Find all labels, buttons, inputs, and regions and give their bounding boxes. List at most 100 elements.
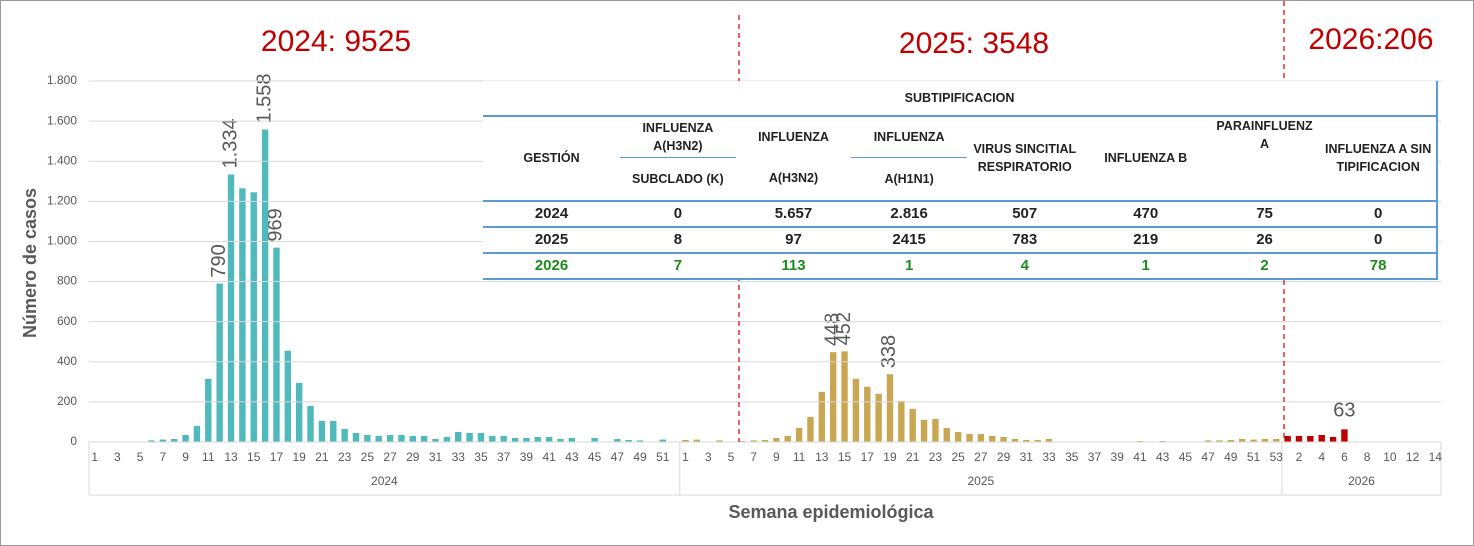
- bar: [784, 435, 791, 442]
- bar: [795, 427, 803, 442]
- bar: [568, 437, 576, 442]
- annotation: 2025: 3548: [899, 27, 1049, 60]
- y-tick-label: 1.000: [47, 234, 77, 248]
- annotation: 2024: 9525: [261, 25, 411, 58]
- bar: [386, 434, 394, 442]
- header-cell: SUBCLADO (K): [632, 171, 724, 186]
- x-tick-label: 12: [1406, 450, 1420, 464]
- group-label: 2025: [968, 474, 995, 488]
- bar: [318, 420, 326, 442]
- bar: [886, 374, 894, 442]
- bar: [659, 439, 666, 442]
- cell: 5.657: [735, 199, 852, 227]
- bar: [1023, 439, 1030, 442]
- cell: 2026: [483, 251, 621, 280]
- y-tick-label: 1.800: [47, 73, 77, 87]
- x-tick-label: 3: [705, 450, 712, 464]
- bar: [920, 419, 928, 442]
- cell: 2: [1208, 251, 1321, 280]
- x-tick-label: 51: [1247, 450, 1261, 464]
- bar: [375, 435, 382, 442]
- x-tick-label: 21: [906, 450, 920, 464]
- x-tick-label: 15: [838, 450, 852, 464]
- x-tick-label: 29: [406, 450, 420, 464]
- y-tick-label: 1.600: [47, 113, 77, 127]
- bar: [1227, 439, 1235, 442]
- data-label: 452: [833, 312, 855, 345]
- y-tick-label: 1.400: [47, 153, 77, 167]
- x-tick-label: 49: [1224, 450, 1238, 464]
- x-tick-label: 25: [951, 450, 965, 464]
- bar: [193, 425, 201, 442]
- header-cell: INFLUENZA B: [1104, 151, 1188, 166]
- x-tick-label: 10: [1383, 450, 1397, 464]
- x-tick-label: 23: [338, 450, 352, 464]
- bar: [1341, 429, 1348, 442]
- x-tick-label: 33: [452, 450, 466, 464]
- x-tick-label: 29: [997, 450, 1011, 464]
- x-tick-label: 31: [429, 450, 443, 464]
- x-tick-label: 13: [224, 450, 238, 464]
- x-tick-label: 51: [656, 450, 670, 464]
- bar: [682, 439, 689, 442]
- cell: 8: [620, 225, 736, 253]
- table-title: SUBTIPIFICACION: [483, 81, 1437, 117]
- x-tick-label: 53: [1270, 450, 1284, 464]
- header-cell: INFLUENZA: [851, 116, 967, 158]
- header-cell: A(H3N2): [768, 171, 819, 186]
- bar: [591, 437, 598, 442]
- bar: [875, 393, 882, 442]
- y-tick-label: 200: [57, 394, 77, 408]
- header-cell: INFLUENZA: [758, 130, 829, 144]
- bar: [307, 405, 314, 442]
- x-tick-label: 47: [611, 450, 625, 464]
- y-axis-label: Número de casos: [20, 188, 40, 338]
- cell: 1: [851, 251, 967, 280]
- bar: [489, 435, 496, 442]
- group-label: 2026: [1348, 474, 1375, 488]
- header-cell: A(H1N1): [884, 171, 934, 186]
- bar: [750, 440, 757, 442]
- bar: [534, 436, 541, 442]
- bar: [159, 439, 167, 442]
- bar: [1216, 440, 1223, 442]
- bar: [148, 440, 155, 442]
- y-tick-label: 600: [57, 314, 77, 328]
- bar: [261, 129, 269, 443]
- cell: 2.816: [851, 199, 967, 227]
- bar: [409, 435, 416, 442]
- x-tick-label: 27: [383, 450, 397, 464]
- x-tick-label: 5: [137, 450, 144, 464]
- x-tick-label: 41: [1133, 450, 1147, 464]
- bar: [1000, 436, 1007, 442]
- cell: 1: [1082, 251, 1209, 280]
- bar: [330, 420, 337, 442]
- bar: [1045, 438, 1053, 442]
- bar: [693, 439, 701, 442]
- x-tick-label: 9: [773, 450, 780, 464]
- cell: 2024: [483, 199, 621, 227]
- header-cell: VIRUS SINCITIAL RESPIRATORIO: [973, 142, 1077, 175]
- bar: [932, 418, 939, 442]
- cell: 0: [1320, 225, 1437, 253]
- x-tick-label: 31: [1020, 450, 1034, 464]
- bar: [1204, 440, 1212, 442]
- cell: 4: [966, 251, 1083, 280]
- bar: [989, 435, 996, 442]
- x-tick-label: 37: [1088, 450, 1102, 464]
- bar: [966, 433, 973, 442]
- cell: 2415: [851, 225, 967, 253]
- bar: [205, 378, 212, 442]
- x-tick-label: 9: [182, 450, 189, 464]
- x-tick-label: 35: [474, 450, 488, 464]
- header-cell: PARAINFLUENZA: [1216, 119, 1313, 151]
- header-cell: GESTIÓN: [523, 151, 580, 166]
- x-tick-label: 23: [929, 450, 943, 464]
- bar: [216, 283, 223, 442]
- bar: [1307, 435, 1314, 442]
- x-tick-label: 27: [974, 450, 988, 464]
- bar: [500, 435, 507, 442]
- cell: 113: [735, 251, 852, 280]
- bar: [773, 437, 780, 442]
